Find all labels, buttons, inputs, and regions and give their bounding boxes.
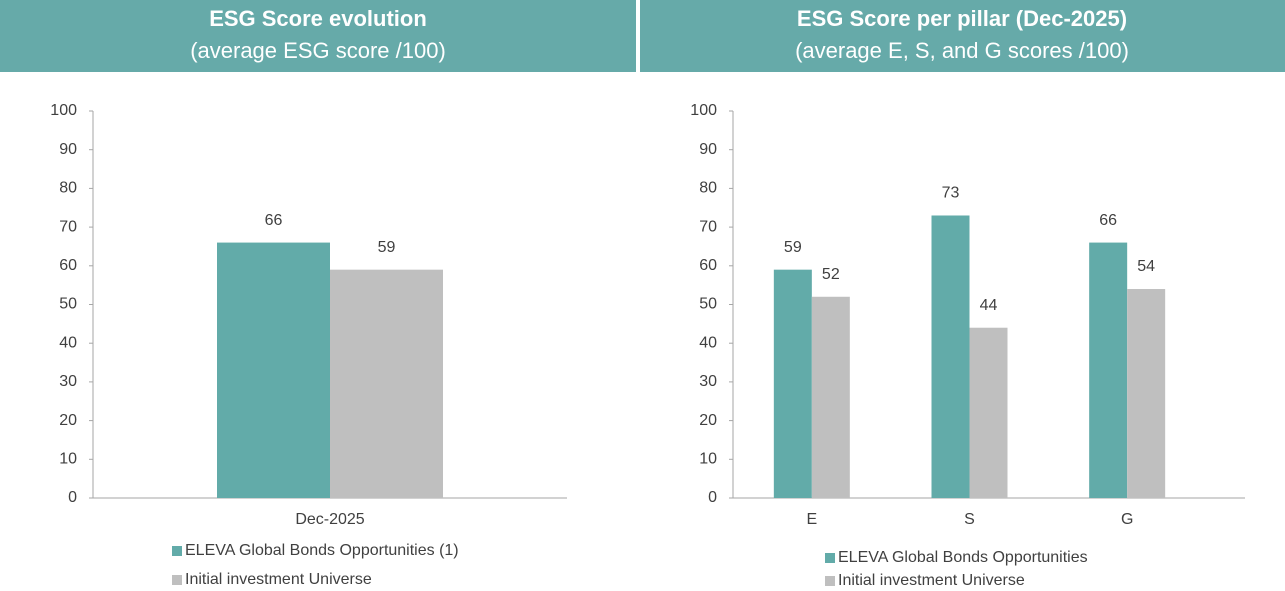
y-tick-label: 10 [59,451,77,468]
legend-label: Initial investment Universe [838,572,1025,589]
chart-title: ESG Score per pillar (Dec-2025) [797,6,1127,31]
bar [811,296,850,498]
y-tick-label: 60 [699,257,717,274]
header-banner [0,0,636,72]
x-tick-label: E [806,511,817,528]
data-label: 52 [822,266,840,283]
data-label: 59 [378,239,396,256]
legend-label: ELEVA Global Bonds Opportunities [838,549,1088,566]
data-label: 66 [265,212,283,229]
y-tick-label: 60 [59,257,77,274]
x-tick-label: G [1121,511,1133,528]
legend-swatch [172,575,182,585]
x-tick-label: Dec-2025 [295,511,364,528]
y-tick-label: 20 [59,412,77,429]
y-tick-label: 90 [59,141,77,158]
y-tick-label: 90 [699,141,717,158]
y-tick-label: 10 [699,451,717,468]
data-label: 59 [784,239,802,256]
y-tick-label: 0 [708,489,717,506]
bar [931,215,970,499]
bar [217,242,330,498]
y-tick-label: 80 [59,180,77,197]
data-label: 66 [1099,212,1117,229]
legend-label: Initial investment Universe [185,571,372,588]
y-tick-label: 70 [699,218,717,235]
chart-subtitle: (average E, S, and G scores /100) [795,38,1129,63]
y-tick-label: 100 [50,102,77,119]
y-tick-label: 50 [699,296,717,313]
y-tick-label: 20 [699,412,717,429]
legend-swatch [825,576,835,586]
legend-label: ELEVA Global Bonds Opportunities (1) [185,542,459,559]
legend-swatch [172,546,182,556]
chart-subtitle: (average ESG score /100) [190,38,446,63]
chart-title: ESG Score evolution [209,6,427,31]
x-tick-label: S [964,511,975,528]
y-tick-label: 0 [68,489,77,506]
data-label: 54 [1137,258,1155,275]
y-tick-label: 50 [59,296,77,313]
data-label: 44 [980,297,998,314]
bar [1127,289,1166,498]
y-tick-label: 80 [699,180,717,197]
bar [330,269,443,498]
bar [773,269,812,498]
y-tick-label: 70 [59,218,77,235]
y-tick-label: 30 [59,373,77,390]
legend-swatch [825,553,835,563]
bar [1089,242,1128,498]
header-banner [640,0,1285,72]
bar [969,327,1008,498]
y-tick-label: 100 [690,102,717,119]
data-label: 73 [942,185,960,202]
y-tick-label: 40 [59,334,77,351]
y-tick-label: 40 [699,334,717,351]
y-tick-label: 30 [699,373,717,390]
